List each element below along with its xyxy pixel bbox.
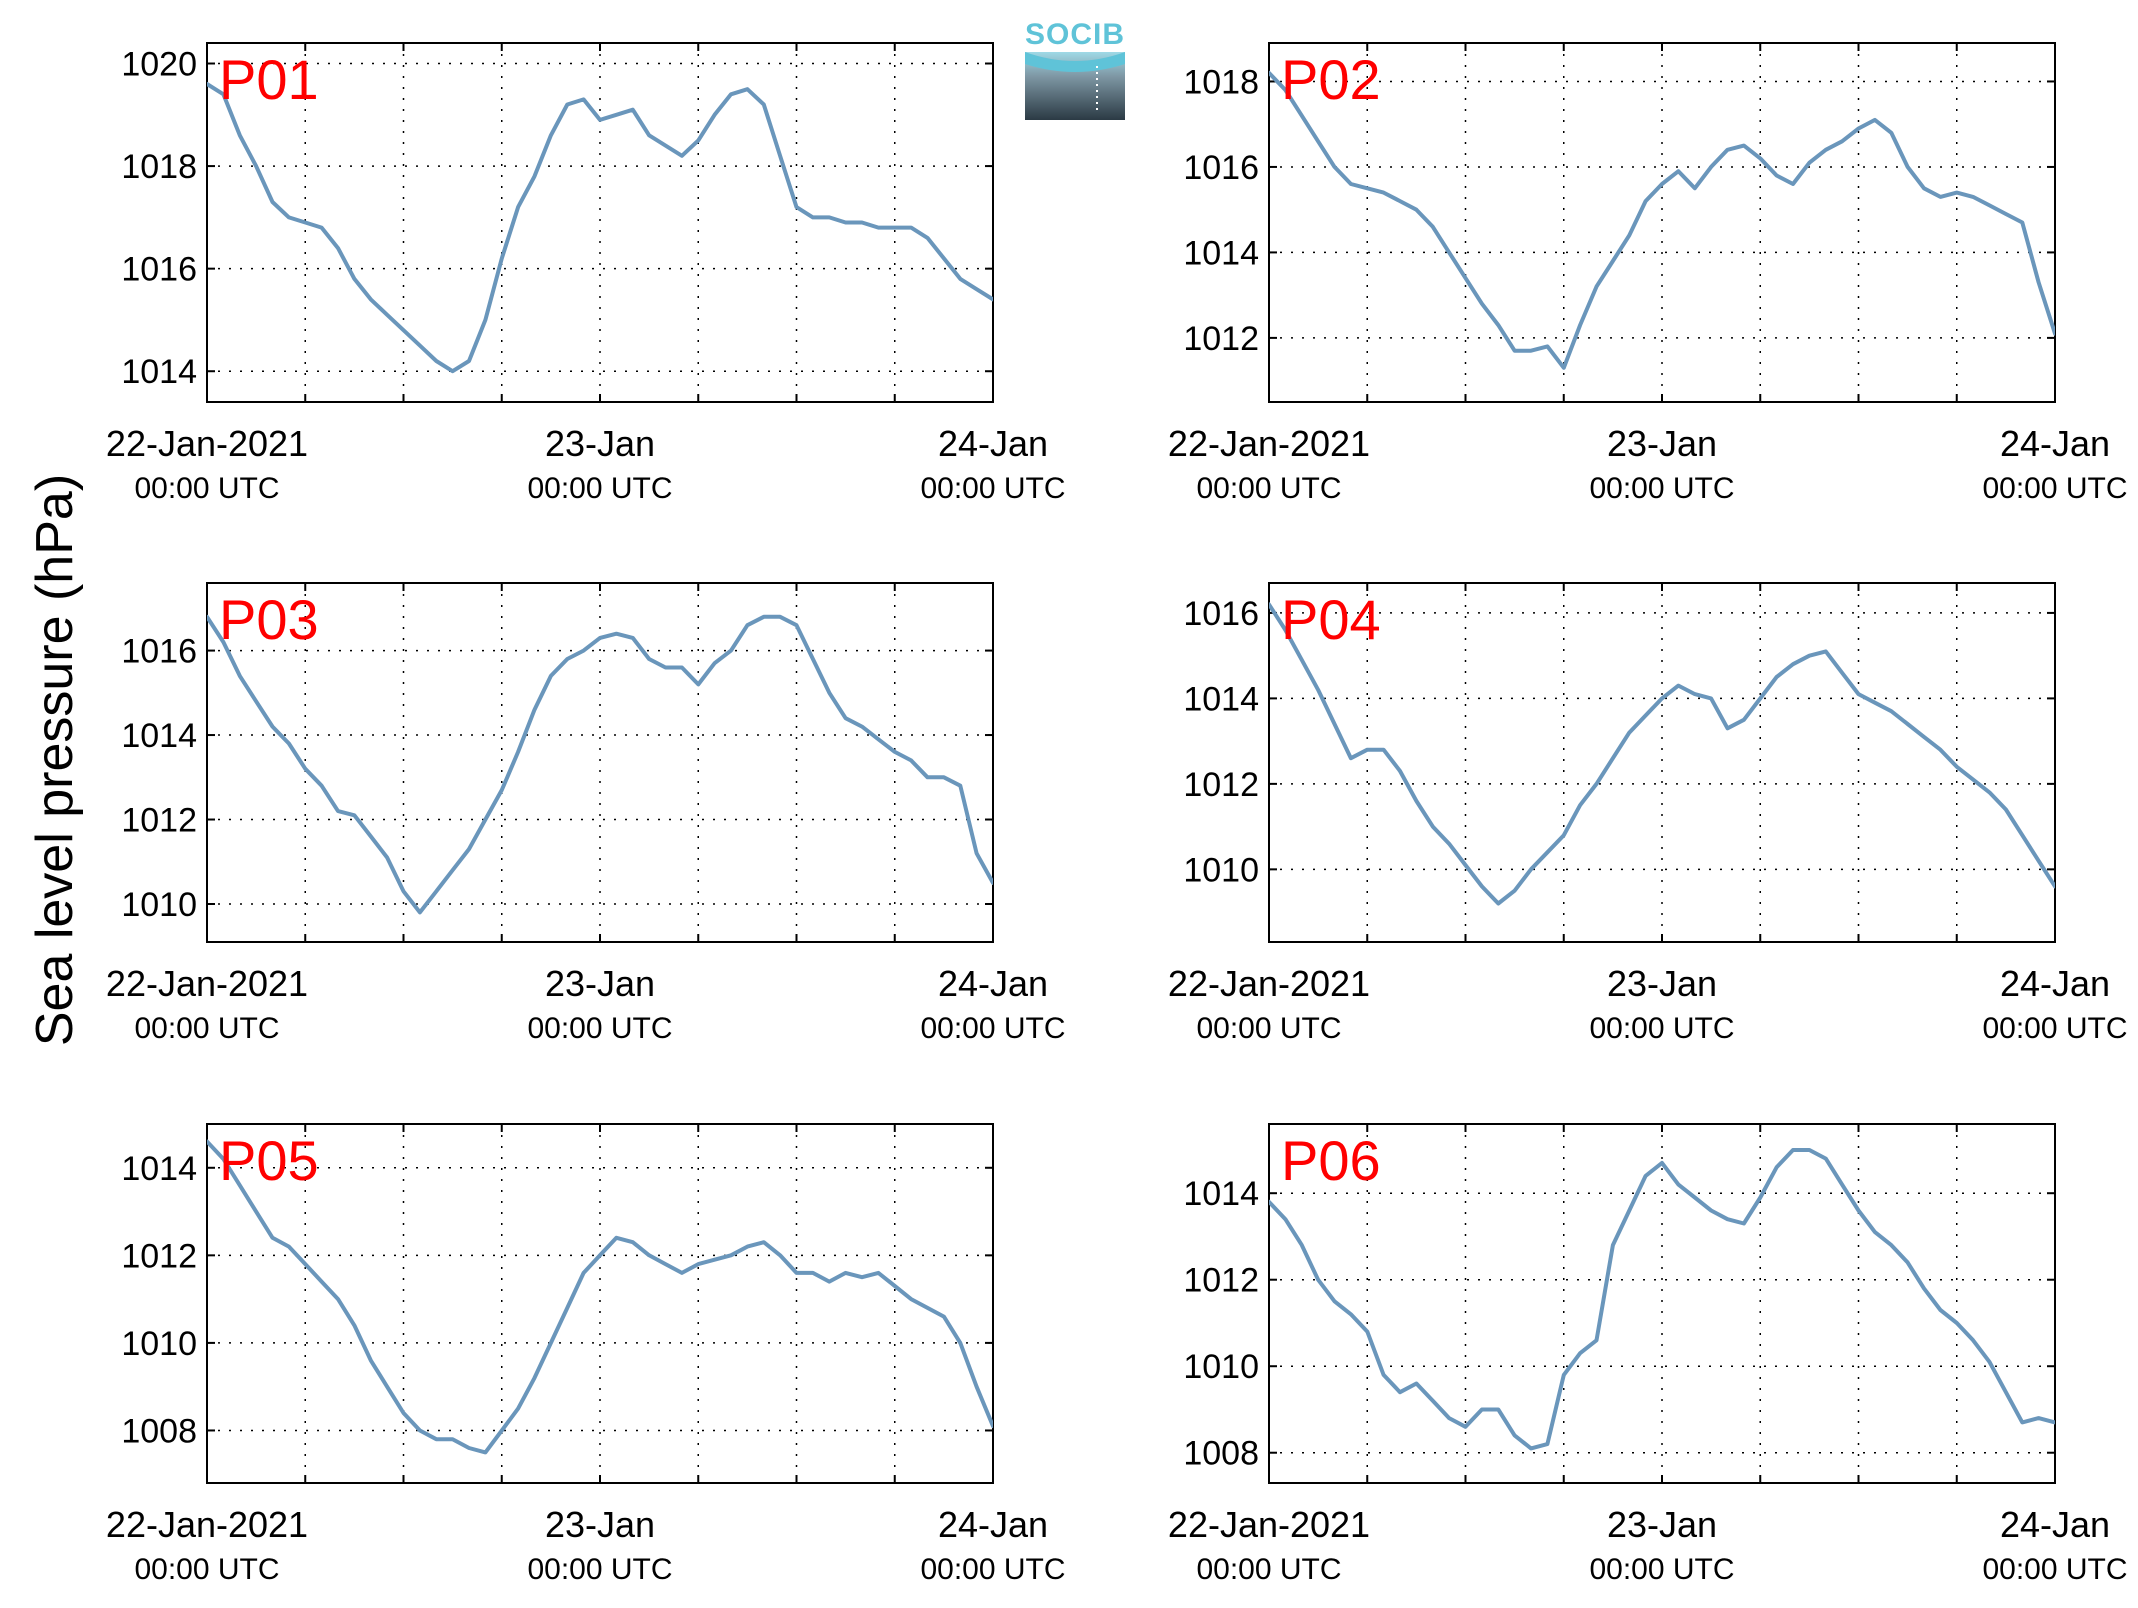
- y-tick-label: 1012: [121, 1237, 197, 1275]
- panel-label: P01: [219, 48, 319, 111]
- x-tick-label-time: 00:00 UTC: [527, 472, 672, 505]
- x-tick-label-time: 00:00 UTC: [1589, 472, 1734, 505]
- panel-p05: 1008 1010 1012 1014 22-Jan-2021 00:00 UTC 23-J…: [106, 1123, 1066, 1586]
- panel-p02: 1012 1014 1016 1018 22-Jan-2021 00:00 UTC 23-J…: [1168, 42, 2128, 505]
- y-tick-label: 1010: [1183, 851, 1259, 889]
- panel-label: P03: [219, 588, 319, 651]
- series-line-p02: [1269, 70, 2055, 370]
- y-tick-label: 1012: [1183, 320, 1259, 358]
- y-tick-label: 1012: [121, 802, 197, 840]
- series-line-p04: [1269, 602, 2055, 906]
- y-tick-label: 1012: [1183, 1262, 1259, 1300]
- x-tick-label-time: 00:00 UTC: [527, 1012, 672, 1045]
- panel-p06: 1008 1010 1012 1014 22-Jan-2021 00:00 UTC 23-J…: [1168, 1123, 2128, 1586]
- series-line-p06: [1269, 1148, 2055, 1451]
- x-tick-label-time: 00:00 UTC: [527, 1553, 672, 1586]
- x-tick-label-date: 23-Jan: [1607, 1504, 1717, 1545]
- y-tick-label: 1014: [121, 717, 197, 755]
- x-tick-label-time: 00:00 UTC: [1982, 472, 2127, 505]
- x-tick-label-time: 00:00 UTC: [1982, 1553, 2127, 1586]
- y-tick-label: 1014: [1183, 1175, 1259, 1213]
- x-tick-label-time: 00:00 UTC: [920, 1012, 1065, 1045]
- x-tick-label-time: 00:00 UTC: [1196, 1553, 1341, 1586]
- panel-p01: 1014 1016 1018 1020 22-Jan-2021 00:00 UTC 23-J…: [106, 42, 1066, 505]
- panel-label: P02: [1281, 48, 1381, 111]
- x-tick-label-date: 24-Jan: [938, 963, 1048, 1004]
- x-tick-label-time: 00:00 UTC: [1196, 472, 1341, 505]
- x-tick-label-date: 23-Jan: [1607, 423, 1717, 464]
- series-line-p03: [207, 614, 993, 915]
- x-tick-label-date: 24-Jan: [2000, 963, 2110, 1004]
- y-tick-label: 1014: [1183, 234, 1259, 272]
- y-tick-label: 1016: [1183, 595, 1259, 633]
- panel-label: P05: [219, 1129, 319, 1192]
- y-tick-label: 1014: [1183, 680, 1259, 718]
- panel-label: P04: [1281, 588, 1381, 651]
- y-tick-label: 1010: [1183, 1348, 1259, 1386]
- panel-p04: 1010 1012 1014 1016 22-Jan-2021 00:00 UTC 23-J…: [1168, 582, 2128, 1045]
- y-tick-label: 1018: [1183, 63, 1259, 101]
- x-tick-label-time: 00:00 UTC: [134, 472, 279, 505]
- x-tick-label-time: 00:00 UTC: [1589, 1553, 1734, 1586]
- x-tick-label-time: 00:00 UTC: [134, 1012, 279, 1045]
- y-tick-label: 1016: [121, 251, 197, 289]
- y-tick-label: 1014: [121, 353, 197, 391]
- x-tick-label-date: 23-Jan: [545, 423, 655, 464]
- x-tick-label-date: 24-Jan: [2000, 423, 2110, 464]
- y-tick-label: 1018: [121, 148, 197, 186]
- x-tick-label-date: 22-Jan-2021: [1168, 1504, 1370, 1545]
- x-tick-label-date: 23-Jan: [1607, 963, 1717, 1004]
- logo-text: SOCIB: [1025, 18, 1125, 51]
- x-tick-label-date: 24-Jan: [2000, 1504, 2110, 1545]
- x-tick-label-date: 24-Jan: [938, 423, 1048, 464]
- x-tick-label-date: 22-Jan-2021: [106, 423, 308, 464]
- x-tick-label-time: 00:00 UTC: [134, 1553, 279, 1586]
- x-tick-label-time: 00:00 UTC: [920, 1553, 1065, 1586]
- x-tick-label-time: 00:00 UTC: [1982, 1012, 2127, 1045]
- y-tick-label: 1016: [121, 633, 197, 671]
- x-tick-label-date: 24-Jan: [938, 1504, 1048, 1545]
- y-tick-label: 1008: [121, 1412, 197, 1450]
- y-tick-label: 1014: [121, 1150, 197, 1188]
- y-tick-label: 1016: [1183, 149, 1259, 187]
- y-tick-label: 1010: [121, 886, 197, 924]
- x-tick-label-time: 00:00 UTC: [1196, 1012, 1341, 1045]
- x-tick-label-time: 00:00 UTC: [920, 472, 1065, 505]
- series-line-p01: [207, 82, 993, 374]
- y-tick-label: 1008: [1183, 1435, 1259, 1473]
- y-axis-label: Sea level pressure (hPa): [26, 474, 84, 1046]
- panel-label: P06: [1281, 1129, 1381, 1192]
- x-tick-label-date: 22-Jan-2021: [106, 1504, 308, 1545]
- x-tick-label-date: 22-Jan-2021: [1168, 423, 1370, 464]
- x-tick-label-date: 23-Jan: [545, 963, 655, 1004]
- panel-p03: 1010 1012 1014 1016 22-Jan-2021 00:00 UTC 23-J…: [106, 582, 1066, 1045]
- socib-logo-icon: SOCIB: [1025, 18, 1125, 120]
- x-tick-label-date: 22-Jan-2021: [1168, 963, 1370, 1004]
- panels-container: 1014 1016 1018 1020 22-Jan-2021 00:00 UTC 23-J…: [106, 42, 2128, 1586]
- y-tick-label: 1012: [1183, 766, 1259, 804]
- x-tick-label-date: 23-Jan: [545, 1504, 655, 1545]
- y-tick-label: 1020: [121, 46, 197, 84]
- x-tick-label-time: 00:00 UTC: [1589, 1012, 1734, 1045]
- series-line-p05: [207, 1139, 993, 1455]
- y-tick-label: 1010: [121, 1325, 197, 1363]
- x-tick-label-date: 22-Jan-2021: [106, 963, 308, 1004]
